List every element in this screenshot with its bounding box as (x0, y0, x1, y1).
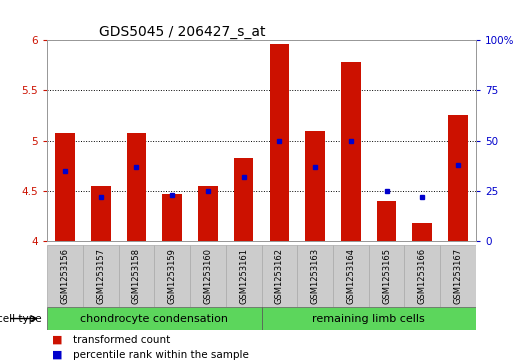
Text: remaining limb cells: remaining limb cells (312, 314, 425, 323)
Text: GSM1253162: GSM1253162 (275, 248, 284, 304)
Bar (154, 245, 190, 307)
Text: chondrocyte condensation: chondrocyte condensation (81, 314, 228, 323)
Bar (83, 245, 119, 307)
Bar (297, 245, 333, 307)
Bar (162, 194, 182, 241)
Bar (47, 307, 262, 330)
Bar (47, 245, 83, 307)
Text: GDS5045 / 206427_s_at: GDS5045 / 206427_s_at (98, 25, 265, 39)
Bar (234, 158, 254, 241)
Bar (404, 245, 440, 307)
Bar (127, 132, 146, 241)
Text: ■: ■ (52, 350, 63, 360)
Text: GSM1253165: GSM1253165 (382, 248, 391, 304)
Text: GSM1253163: GSM1253163 (311, 248, 320, 304)
Bar (198, 186, 218, 241)
Bar (91, 186, 110, 241)
Bar (377, 201, 396, 241)
Bar (341, 62, 361, 241)
Text: GSM1253159: GSM1253159 (168, 248, 177, 304)
Text: GSM1253161: GSM1253161 (239, 248, 248, 304)
Text: GSM1253156: GSM1253156 (61, 248, 70, 304)
Bar (190, 245, 226, 307)
Bar (119, 245, 154, 307)
Bar (413, 223, 432, 241)
Text: GSM1253164: GSM1253164 (346, 248, 355, 304)
Text: GSM1253167: GSM1253167 (453, 248, 462, 304)
Text: cell type: cell type (0, 314, 42, 323)
Text: GSM1253158: GSM1253158 (132, 248, 141, 304)
Bar (269, 44, 289, 241)
Text: percentile rank within the sample: percentile rank within the sample (73, 350, 249, 360)
Text: GSM1253166: GSM1253166 (418, 248, 427, 304)
Bar (262, 245, 297, 307)
Bar (226, 245, 262, 307)
Text: ■: ■ (52, 335, 63, 345)
Text: GSM1253160: GSM1253160 (203, 248, 212, 304)
Bar (440, 245, 476, 307)
Bar (448, 115, 468, 241)
Bar (305, 131, 325, 241)
Bar (262, 307, 476, 330)
Text: GSM1253157: GSM1253157 (96, 248, 105, 304)
Bar (333, 245, 369, 307)
Bar (369, 245, 404, 307)
Bar (55, 132, 75, 241)
Text: transformed count: transformed count (73, 335, 170, 345)
